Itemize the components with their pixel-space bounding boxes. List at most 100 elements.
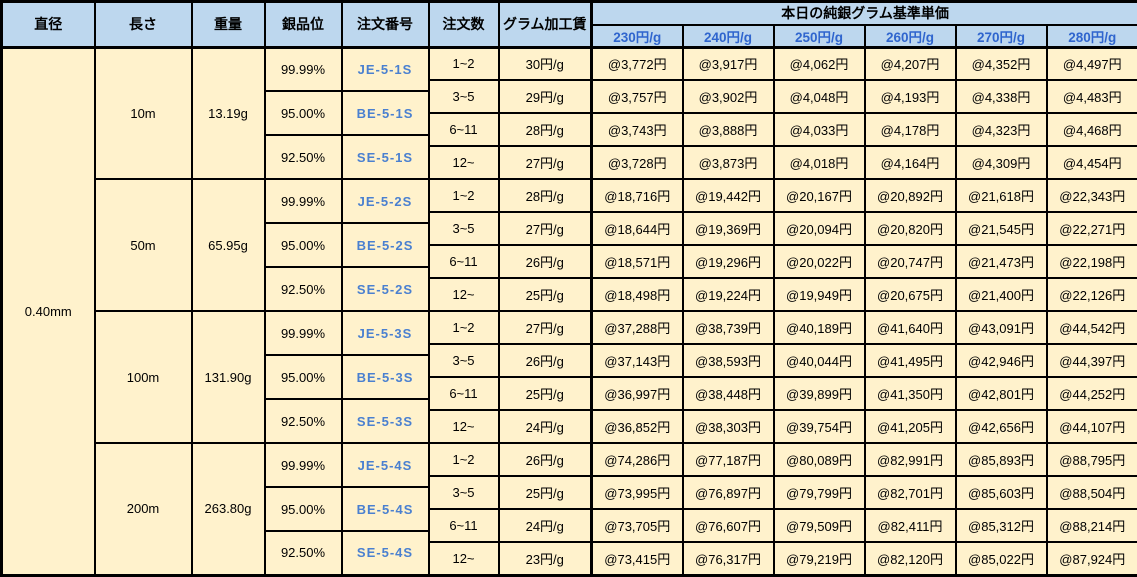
price-cell: @40,189円 <box>774 311 865 344</box>
weight-cell: 131.90g <box>192 311 265 443</box>
price-cell: @41,205円 <box>865 410 956 443</box>
order-number-cell: SE-5-1S <box>342 135 429 179</box>
price-cell: @41,495円 <box>865 344 956 377</box>
col-header-length: 長さ <box>95 2 192 48</box>
purity-cell: 99.99% <box>265 179 342 223</box>
price-cell: @4,048円 <box>774 80 865 113</box>
quantity-cell: 1~2 <box>429 179 499 212</box>
purity-cell: 95.00% <box>265 355 342 399</box>
quantity-cell: 12~ <box>429 278 499 311</box>
weight-cell: 263.80g <box>192 443 265 575</box>
price-cell: @38,448円 <box>683 377 774 410</box>
price-cell: @4,309円 <box>956 146 1047 179</box>
price-cell: @39,754円 <box>774 410 865 443</box>
quantity-cell: 12~ <box>429 410 499 443</box>
price-cell: @4,468円 <box>1047 113 1137 146</box>
price-cell: @41,640円 <box>865 311 956 344</box>
fee-cell: 25円/g <box>499 377 592 410</box>
purity-cell: 92.50% <box>265 531 342 575</box>
price-cell: @82,991円 <box>865 443 956 476</box>
price-cell: @37,143円 <box>592 344 683 377</box>
price-cell: @18,644円 <box>592 212 683 245</box>
price-cell: @4,164円 <box>865 146 956 179</box>
price-cell: @3,917円 <box>683 47 774 80</box>
price-cell: @38,593円 <box>683 344 774 377</box>
fee-cell: 24円/g <box>499 509 592 542</box>
length-cell: 10m <box>95 47 192 179</box>
price-cell: @77,187円 <box>683 443 774 476</box>
price-cell: @20,094円 <box>774 212 865 245</box>
order-number-cell: BE-5-2S <box>342 223 429 267</box>
price-cell: @22,198円 <box>1047 245 1137 278</box>
price-cell: @19,949円 <box>774 278 865 311</box>
quantity-cell: 3~5 <box>429 80 499 113</box>
price-cell: @87,924円 <box>1047 542 1137 575</box>
price-cell: @22,126円 <box>1047 278 1137 311</box>
price-cell: @79,799円 <box>774 476 865 509</box>
price-cell: @20,022円 <box>774 245 865 278</box>
purity-cell: 92.50% <box>265 399 342 443</box>
price-cell: @73,705円 <box>592 509 683 542</box>
fee-cell: 26円/g <box>499 344 592 377</box>
price-cell: @38,739円 <box>683 311 774 344</box>
price-cell: @3,772円 <box>592 47 683 80</box>
weight-cell: 65.95g <box>192 179 265 311</box>
price-cell: @85,893円 <box>956 443 1047 476</box>
price-cell: @76,607円 <box>683 509 774 542</box>
price-cell: @85,312円 <box>956 509 1047 542</box>
purity-cell: 95.00% <box>265 223 342 267</box>
purity-cell: 95.00% <box>265 487 342 531</box>
quantity-cell: 12~ <box>429 146 499 179</box>
price-cell: @21,473円 <box>956 245 1047 278</box>
price-cell: @80,089円 <box>774 443 865 476</box>
fee-cell: 27円/g <box>499 311 592 344</box>
purity-cell: 92.50% <box>265 267 342 311</box>
price-tier-header-250: 250円/g <box>774 25 865 48</box>
order-number-cell: SE-5-4S <box>342 531 429 575</box>
price-cell: @19,296円 <box>683 245 774 278</box>
price-cell: @3,743円 <box>592 113 683 146</box>
price-cell: @20,675円 <box>865 278 956 311</box>
purity-cell: 95.00% <box>265 91 342 135</box>
price-group-header: 本日の純銀グラム基準単価 <box>592 2 1137 25</box>
order-number-cell: JE-5-2S <box>342 179 429 223</box>
quantity-cell: 12~ <box>429 542 499 575</box>
price-cell: @21,400円 <box>956 278 1047 311</box>
price-cell: @37,288円 <box>592 311 683 344</box>
price-cell: @43,091円 <box>956 311 1047 344</box>
order-number-cell: BE-5-1S <box>342 91 429 135</box>
price-cell: @42,946円 <box>956 344 1047 377</box>
price-cell: @82,120円 <box>865 542 956 575</box>
fee-cell: 23円/g <box>499 542 592 575</box>
order-number-cell: SE-5-2S <box>342 267 429 311</box>
purity-cell: 99.99% <box>265 443 342 487</box>
col-header-quantity: 注文数 <box>429 2 499 48</box>
price-cell: @44,252円 <box>1047 377 1137 410</box>
price-cell: @4,483円 <box>1047 80 1137 113</box>
fee-cell: 28円/g <box>499 113 592 146</box>
quantity-cell: 6~11 <box>429 509 499 542</box>
col-header-purity: 銀品位 <box>265 2 342 48</box>
price-cell: @3,728円 <box>592 146 683 179</box>
order-number-cell: JE-5-1S <box>342 47 429 91</box>
price-cell: @4,497円 <box>1047 47 1137 80</box>
price-cell: @42,801円 <box>956 377 1047 410</box>
quantity-cell: 3~5 <box>429 344 499 377</box>
price-cell: @39,899円 <box>774 377 865 410</box>
price-cell: @19,224円 <box>683 278 774 311</box>
price-cell: @79,219円 <box>774 542 865 575</box>
col-header-gram-fee: グラム加工賃 <box>499 2 592 48</box>
fee-cell: 25円/g <box>499 476 592 509</box>
price-cell: @22,271円 <box>1047 212 1137 245</box>
fee-cell: 24円/g <box>499 410 592 443</box>
price-cell: @44,397円 <box>1047 344 1137 377</box>
price-cell: @4,018円 <box>774 146 865 179</box>
quantity-cell: 1~2 <box>429 47 499 80</box>
quantity-cell: 1~2 <box>429 311 499 344</box>
fee-cell: 30円/g <box>499 47 592 80</box>
fee-cell: 29円/g <box>499 80 592 113</box>
